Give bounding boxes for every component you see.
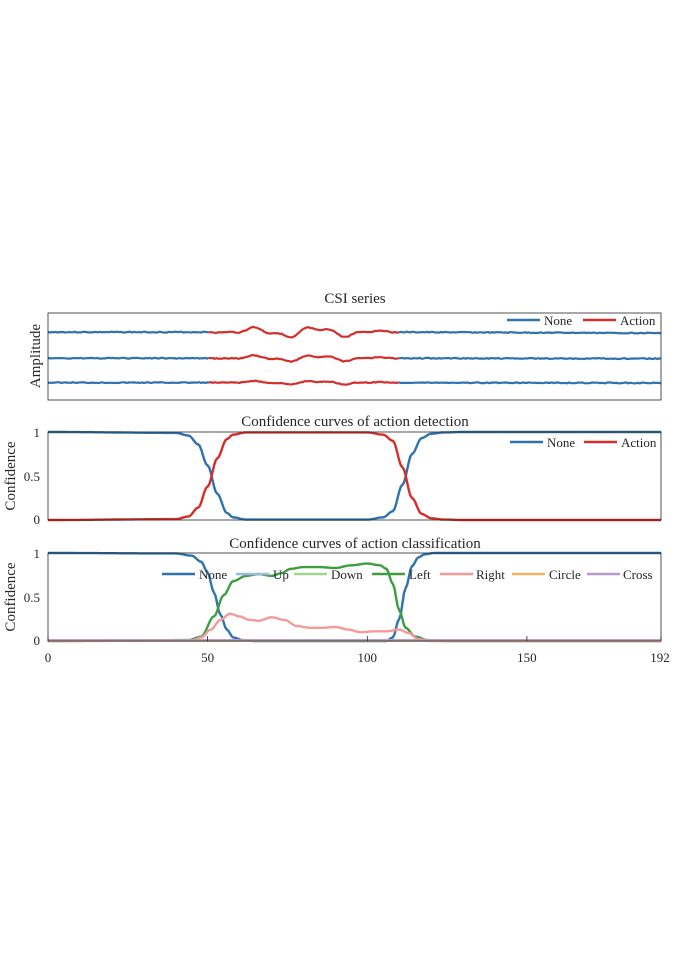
y-tick-label-1: 1 [34,546,41,561]
y-axis-label-amplitude: Amplitude [28,324,44,389]
x-tick-label-192: 192 [650,650,670,665]
legend-label-action: Action [620,313,656,328]
y-axis-label-confidence-detection: Confidence [3,441,19,510]
legend-classification: None Up Down Left Right Circle Cross [162,567,653,582]
legend-label-action: Action [621,435,657,450]
chart-title-classification: Confidence curves of action classificati… [229,536,481,552]
legend-label-cross: Cross [623,567,653,582]
x-tick-label-100: 100 [358,650,378,665]
legend-csi: None Action [507,313,656,328]
plot-frame-csi [47,312,662,401]
panel-action-classification: Confidence curves of action classificati… [3,536,670,665]
legend-label-none: None [544,313,572,328]
x-tick-label-150: 150 [517,650,537,665]
chart-title-detection: Confidence curves of action detection [241,414,469,430]
plot-frame-classification [47,552,662,642]
csi-none-line-lower-before [47,381,210,385]
legend-label-circle: Circle [549,567,581,582]
csi-none-line-upper-before [47,330,210,334]
plot-frame-detection [47,431,662,521]
legend-label-left: Left [409,567,431,582]
y-tick-label-0: 0 [34,633,41,648]
series-line-right [48,612,661,643]
csi-none-line-middle-after [398,356,661,361]
panel-action-detection: Confidence curves of action detection Co… [3,414,662,527]
x-tick-marks [47,636,662,641]
csi-none-line-lower-after [398,381,662,385]
csi-none-line-upper-after [398,330,662,335]
legend-label-none: None [547,435,575,450]
legend-detection: None Action [510,435,657,450]
panel-csi-series: CSI series Amplitude None Action [28,291,662,401]
y-tick-label-0.5: 0.5 [24,469,40,484]
y-axis-label-confidence-classification: Confidence [3,562,19,631]
csi-action-line-lower [208,379,399,386]
legend-label-down: Down [331,567,363,582]
x-tick-label-0: 0 [45,650,52,665]
chart-title-csi: CSI series [324,291,385,307]
csi-none-line-middle-before [47,356,210,360]
csi-action-line-middle [208,353,399,363]
y-tick-label-0.5: 0.5 [24,590,40,605]
x-tick-label-50: 50 [201,650,214,665]
legend-label-right: Right [476,567,505,582]
y-tick-label-1: 1 [34,425,41,440]
y-tick-label-0: 0 [34,512,41,527]
legend-label-up: Up [273,567,289,582]
csi-lines [47,325,662,386]
legend-label-none: None [199,567,227,582]
csi-action-line-upper [208,325,399,339]
